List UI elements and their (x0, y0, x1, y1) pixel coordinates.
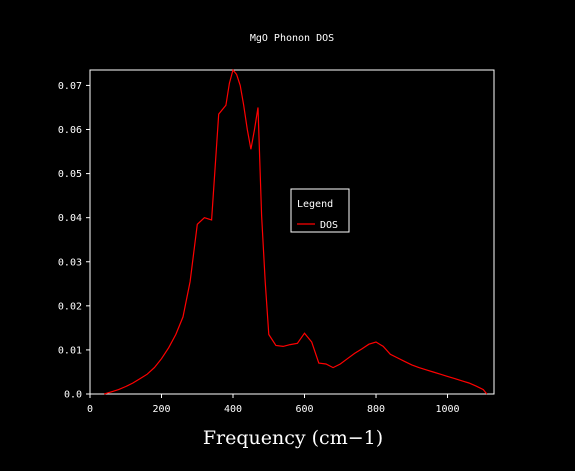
legend-title: Legend (297, 199, 333, 210)
x-tick-label: 200 (152, 404, 170, 415)
x-axis: 0 200 400 600 800 1000 (87, 394, 460, 415)
x-tick-label: 1000 (435, 404, 459, 415)
y-tick-label: 0.04 (58, 213, 82, 224)
y-tick-label: 0.0 (64, 390, 82, 401)
y-tick-label: 0.05 (58, 169, 82, 180)
y-tick-label: 0.06 (58, 125, 82, 136)
dos-series-line (104, 68, 488, 395)
x-tick-label: 0 (87, 404, 93, 415)
x-axis-label: Frequency (cm−1) (203, 427, 383, 449)
legend-entry-dos: DOS (320, 220, 338, 231)
x-tick-label: 400 (224, 404, 242, 415)
y-tick-label: 0.01 (58, 345, 82, 356)
x-tick-label: 600 (295, 404, 313, 415)
x-tick-label: 800 (367, 404, 385, 415)
y-tick-label: 0.02 (58, 301, 82, 312)
legend-box (290, 188, 350, 233)
y-tick-label: 0.03 (58, 257, 82, 268)
plot-frame (89, 69, 495, 395)
y-axis: 0.0 0.01 0.02 0.03 0.04 0.05 0.06 0.07 (58, 81, 90, 401)
chart-title: MgO Phonon DOS (250, 33, 334, 44)
legend: Legend DOS (290, 188, 350, 233)
y-tick-label: 0.07 (58, 81, 82, 92)
